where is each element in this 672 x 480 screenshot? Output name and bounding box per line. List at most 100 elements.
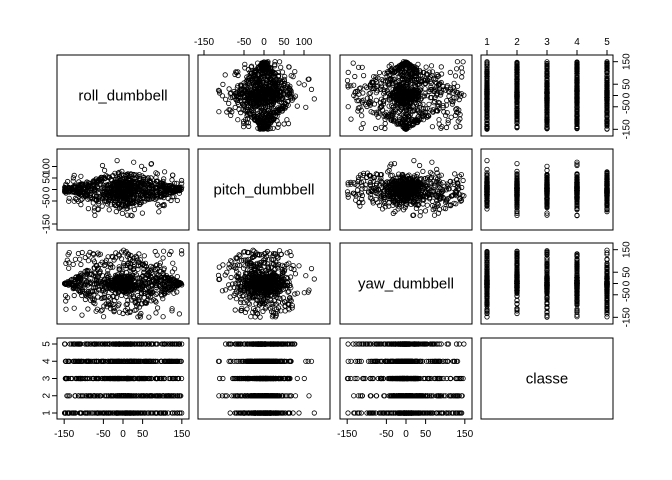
data-point — [242, 65, 248, 71]
data-point — [258, 76, 264, 82]
data-point — [350, 60, 356, 66]
data-point — [460, 59, 466, 65]
data-point — [444, 110, 450, 116]
data-point — [426, 101, 432, 107]
data-point — [257, 103, 263, 109]
data-point — [445, 120, 451, 126]
data-point — [290, 74, 296, 80]
data-point — [276, 59, 283, 65]
data-point — [275, 81, 281, 88]
data-point — [445, 117, 451, 123]
data-point — [245, 104, 251, 110]
data-point — [296, 80, 302, 86]
data-point — [71, 172, 77, 178]
data-point — [275, 106, 281, 112]
diagonal-label-pitch_dumbbell: pitch_dumbbell — [214, 182, 315, 199]
diagonal-label-yaw_dumbbell: yaw_dumbbell — [358, 276, 454, 293]
data-point — [246, 123, 252, 130]
data-point — [228, 112, 234, 119]
data-point — [235, 83, 241, 89]
diagonal-label-roll_dumbbell: roll_dumbbell — [78, 88, 167, 105]
data-point — [378, 124, 384, 130]
data-point — [215, 87, 222, 93]
data-point — [238, 82, 245, 88]
data-point — [436, 121, 442, 127]
data-point — [249, 114, 255, 120]
data-point — [443, 124, 450, 131]
data-point — [232, 104, 238, 111]
data-point — [359, 64, 365, 70]
data-point — [383, 112, 389, 118]
data-point — [411, 158, 417, 164]
data-point — [452, 73, 459, 79]
data-point — [242, 108, 248, 114]
data-point — [240, 102, 247, 108]
data-point — [258, 94, 265, 100]
data-point — [263, 83, 269, 89]
data-point — [344, 78, 351, 84]
data-point — [257, 78, 263, 84]
data-point — [423, 64, 429, 70]
data-point — [381, 70, 388, 76]
data-point — [427, 176, 433, 182]
data-point — [429, 124, 435, 130]
data-point — [226, 107, 232, 113]
data-point — [223, 96, 229, 102]
data-point — [303, 104, 309, 110]
panel-frame-pitch_dumbbell-yaw_dumbbell — [339, 148, 473, 231]
data-point — [274, 93, 280, 99]
data-point — [422, 208, 429, 214]
data-point — [424, 202, 430, 208]
data-point — [179, 177, 185, 184]
data-point — [252, 114, 258, 120]
data-point — [514, 161, 520, 167]
data-point — [360, 73, 367, 79]
scatter-panel-pitch_dumbbell-vs-yaw_dumbbell — [344, 158, 467, 219]
data-point — [263, 89, 269, 95]
data-point — [170, 172, 176, 178]
panel-frame-pitch_dumbbell-classe — [480, 148, 614, 231]
data-point — [382, 125, 388, 132]
data-point — [453, 89, 460, 95]
data-point — [219, 93, 225, 99]
data-point — [458, 91, 464, 97]
data-point — [359, 113, 365, 119]
data-point — [344, 189, 351, 195]
data-point — [245, 120, 251, 126]
data-point — [311, 96, 317, 102]
data-point — [248, 71, 254, 77]
data-point — [420, 93, 426, 99]
data-point — [119, 210, 126, 216]
data-point — [273, 77, 279, 83]
panel-frame-classe-classe — [480, 337, 614, 420]
data-point — [267, 112, 273, 119]
data-point — [222, 72, 228, 78]
data-point — [438, 64, 444, 70]
data-point — [241, 124, 247, 130]
panel-frame-classe-pitch_dumbbell — [197, 337, 331, 420]
data-point — [241, 86, 247, 93]
data-point — [454, 59, 460, 65]
data-point — [306, 76, 312, 82]
data-point — [92, 212, 98, 218]
data-point — [231, 88, 237, 95]
data-point — [436, 117, 442, 123]
data-point — [459, 69, 465, 75]
data-point — [78, 202, 84, 208]
panel-frame-yaw_dumbbell-pitch_dumbbell — [197, 242, 331, 325]
data-point — [358, 125, 364, 131]
data-point — [279, 69, 286, 75]
data-point — [280, 83, 286, 89]
data-point — [261, 122, 267, 128]
data-point — [156, 209, 162, 215]
data-point — [460, 177, 466, 184]
data-point — [416, 162, 423, 169]
data-point — [238, 110, 244, 116]
data-point — [257, 100, 263, 106]
data-point — [274, 90, 280, 96]
data-point — [292, 69, 298, 75]
data-point — [461, 92, 467, 98]
data-point — [237, 95, 243, 101]
data-point — [458, 65, 465, 71]
data-point — [265, 59, 271, 65]
